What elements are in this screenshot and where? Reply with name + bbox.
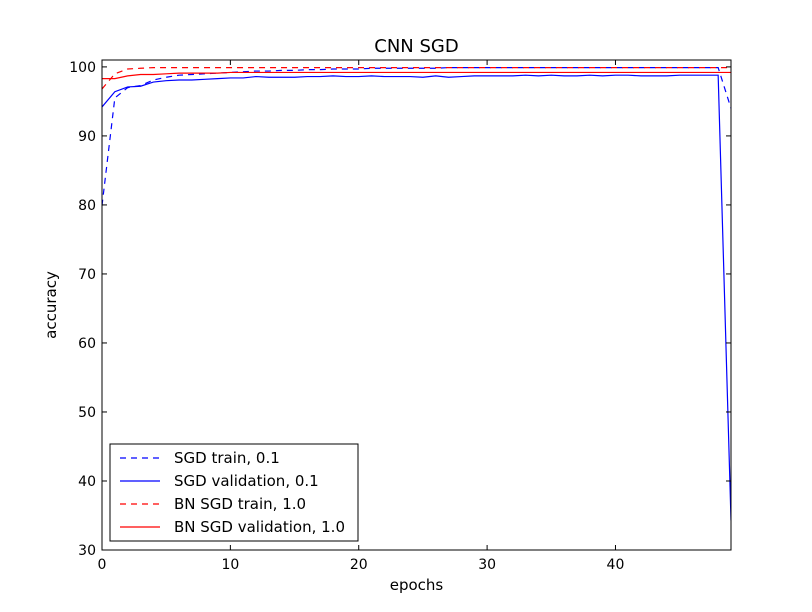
x-axis-label: epochs	[390, 576, 444, 594]
chart-title: CNN SGD	[374, 36, 458, 57]
plot-frame	[101, 59, 732, 551]
legend-label-2: SGD validation, 0.1	[174, 472, 319, 490]
ticks-layer: 0 10 20 30 40 30 40 50 60 70 80 90 100	[69, 60, 731, 573]
y-axis-label: accuracy	[42, 271, 60, 339]
legend-box	[109, 443, 359, 542]
legend-label-4: BN SGD validation, 1.0	[174, 518, 345, 536]
x-tick-label: 20	[350, 557, 368, 573]
y-tick-label: 60	[78, 336, 96, 352]
series-layer	[102, 66, 731, 521]
y-tick-label: 40	[78, 474, 96, 490]
legend-label-3: BN SGD train, 1.0	[174, 495, 306, 513]
y-tick-label: 90	[78, 129, 96, 145]
y-tick-label: 50	[78, 405, 96, 421]
x-tick-label: 40	[607, 557, 625, 573]
series-line-4	[102, 71, 731, 80]
y-tick-label: 30	[78, 543, 96, 559]
series-line-2	[102, 74, 731, 521]
y-tick-label: 80	[78, 198, 96, 214]
series-line-3	[102, 66, 731, 90]
x-tick-label: 10	[221, 557, 239, 573]
y-tick-label: 70	[78, 267, 96, 283]
x-tick-label: 0	[98, 557, 107, 573]
legend: SGD train, 0.1 SGD validation, 0.1 BN SGD …	[109, 443, 359, 542]
x-tick-label: 30	[478, 557, 496, 573]
legend-label-1: SGD train, 0.1	[174, 449, 280, 467]
y-tick-label: 100	[69, 60, 96, 76]
